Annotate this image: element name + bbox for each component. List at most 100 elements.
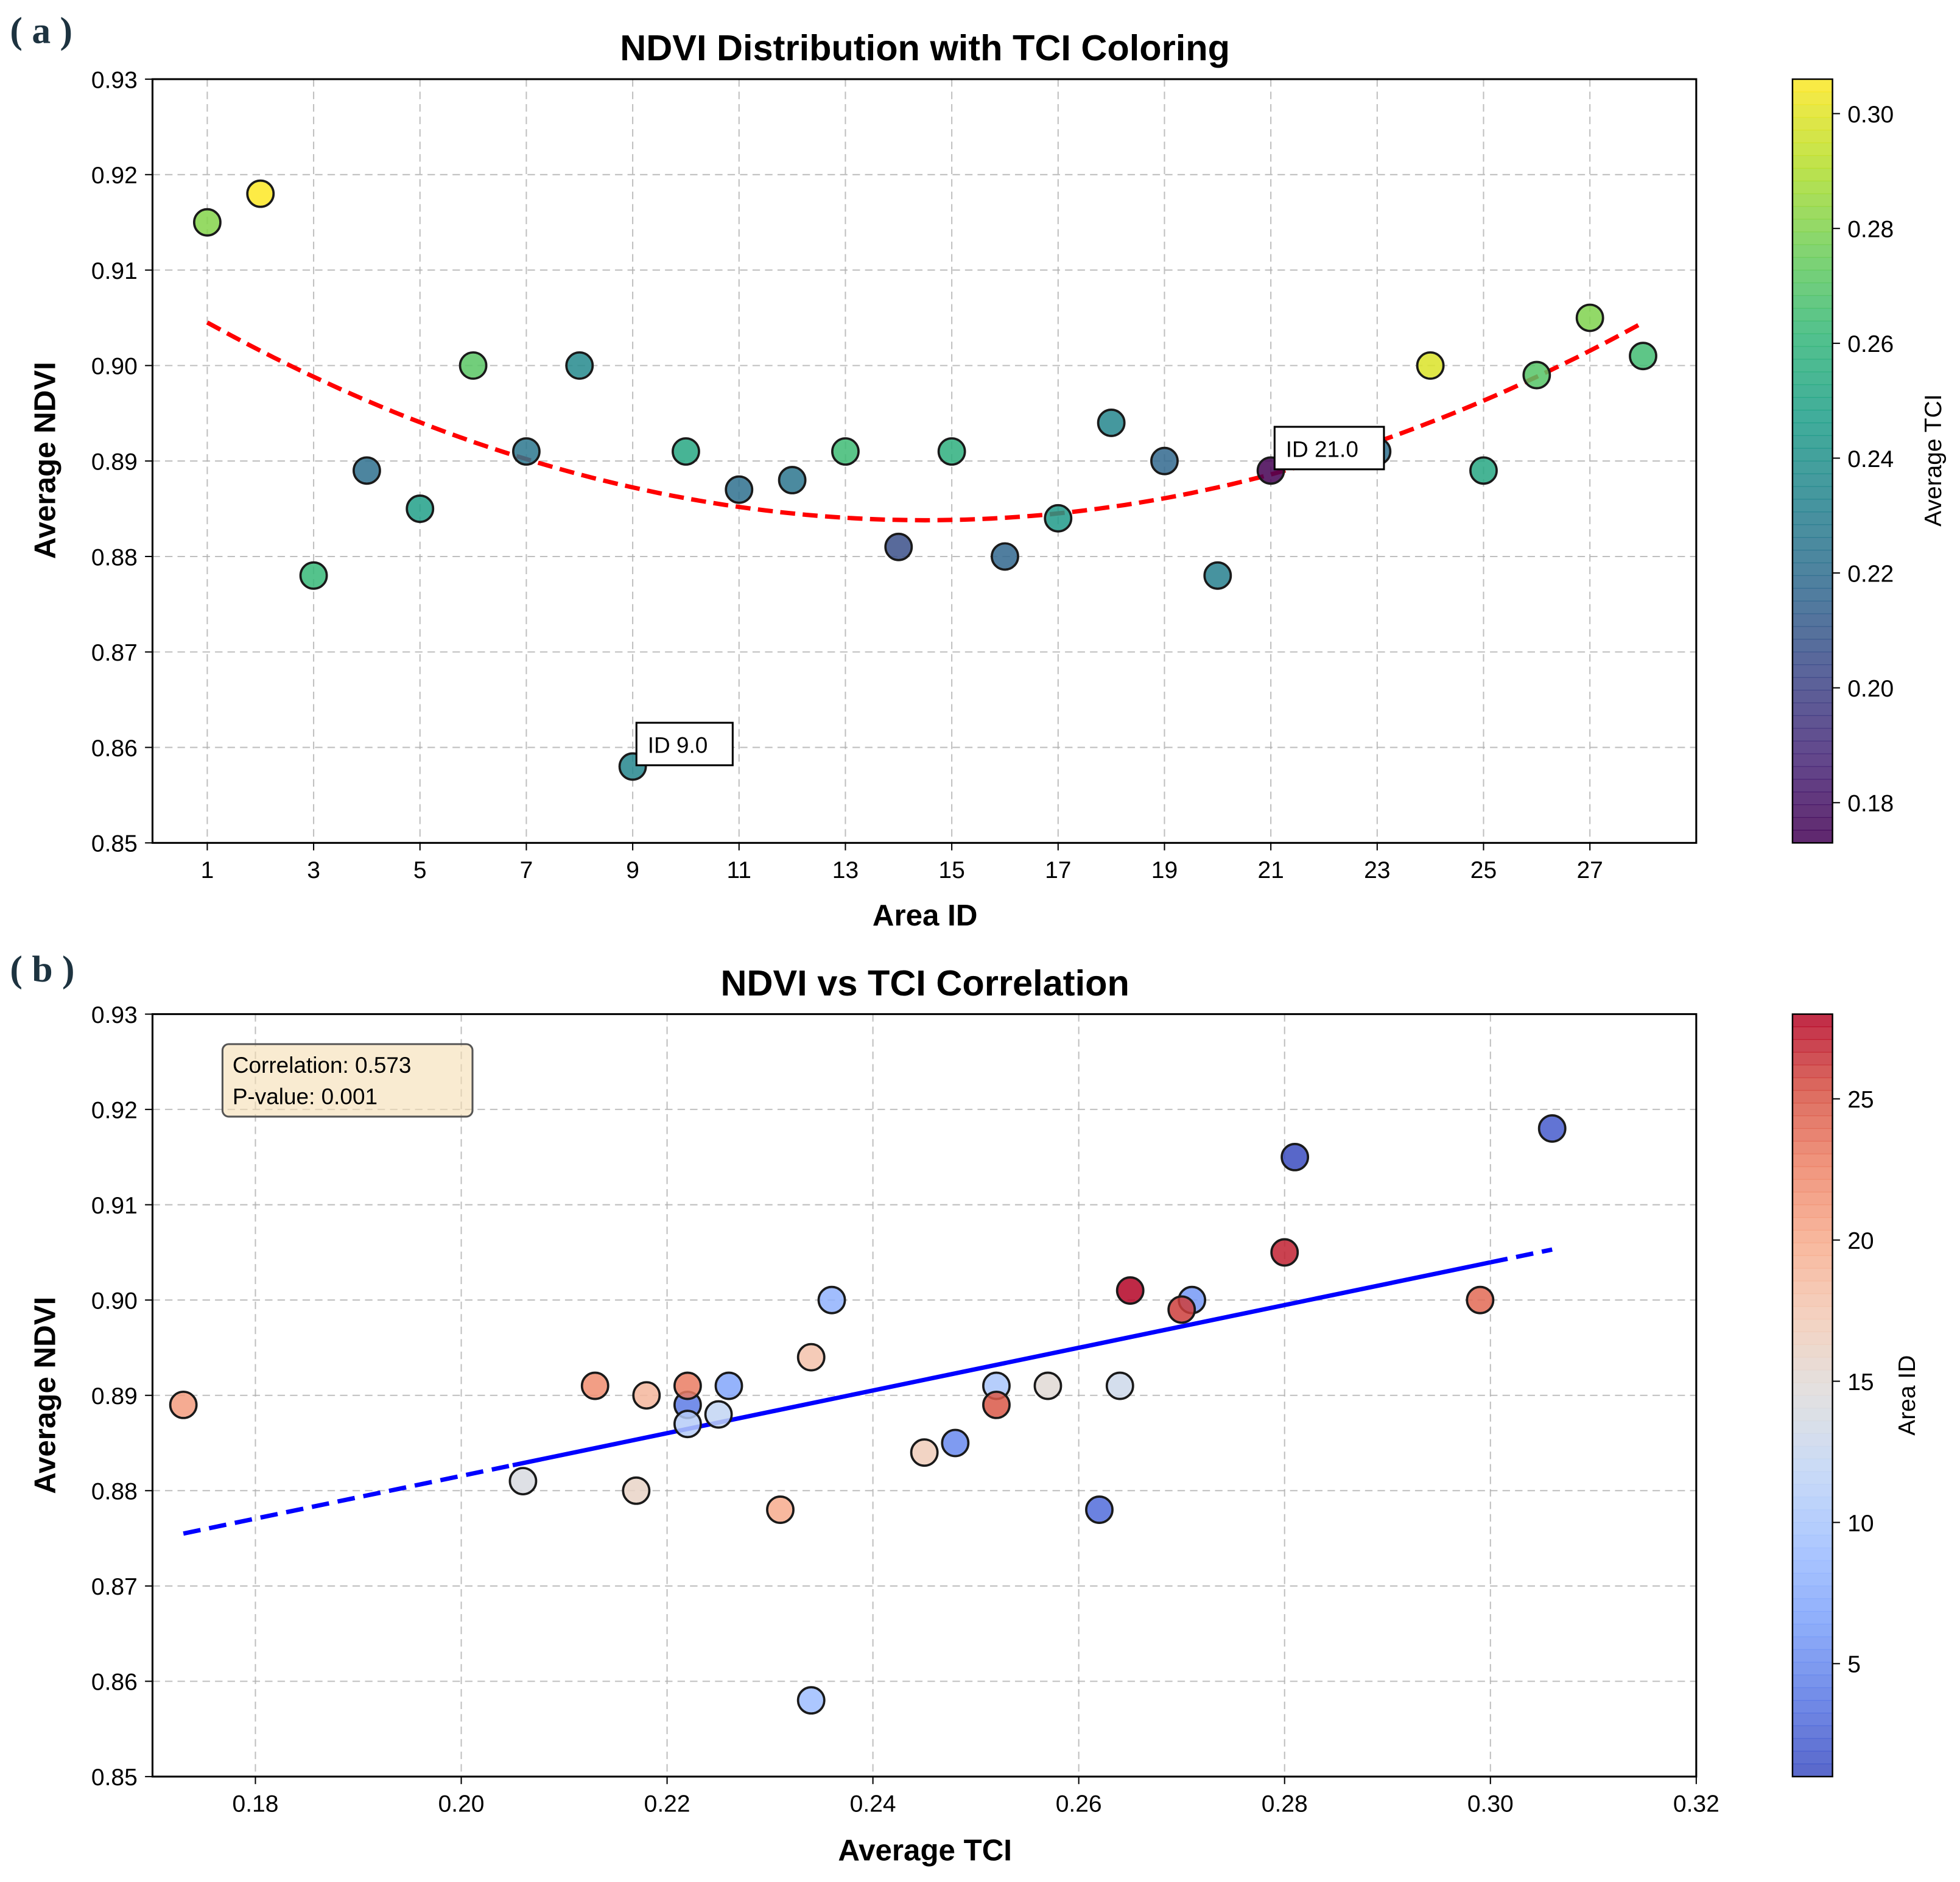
- data-point: [937, 437, 966, 466]
- data-point: [1105, 1371, 1134, 1400]
- colorbar-segment: [1792, 257, 1833, 271]
- colorbar-tick-label: 0.22: [1847, 561, 1894, 587]
- colorbar-a-label: Average TCI: [1920, 394, 1947, 527]
- colorbar-segment: [1792, 79, 1833, 93]
- colorbar-segment: [1792, 206, 1833, 220]
- data-point: [884, 532, 913, 561]
- colorbar-segment: [1792, 1318, 1833, 1332]
- colorbar-segment: [1792, 1433, 1833, 1447]
- annotation-box: [1273, 426, 1385, 471]
- colorbar-segment: [1792, 1306, 1833, 1320]
- x-tick-label: 17: [1045, 857, 1071, 883]
- x-tick-label: 0.24: [850, 1791, 896, 1817]
- data-point: [622, 1476, 651, 1505]
- colorbar-segment: [1792, 1115, 1833, 1129]
- colorbar-tick-label: 0.24: [1847, 446, 1894, 472]
- data-point: [1033, 1371, 1063, 1400]
- colorbar-segment: [1792, 1077, 1833, 1091]
- y-tick-label: 0.89: [91, 449, 138, 476]
- colorbar-tick-label: 0.28: [1847, 217, 1894, 243]
- colorbar-segment: [1792, 1763, 1833, 1777]
- colorbar-segment: [1792, 600, 1833, 614]
- colorbar-segment: [1792, 1598, 1833, 1612]
- colorbar-segment: [1792, 448, 1833, 462]
- annotation-label: ID 21.0: [1286, 437, 1358, 462]
- data-point: [673, 1371, 702, 1400]
- x-tick-label: 11: [727, 857, 751, 883]
- data-point: [1203, 561, 1232, 590]
- colorbar-segment: [1792, 1484, 1833, 1498]
- colorbar-segment: [1792, 91, 1833, 105]
- colorbar-segment: [1792, 486, 1833, 500]
- y-tick-label: 0.88: [91, 1479, 138, 1505]
- colorbar-frame: [1791, 1013, 1833, 1778]
- colorbar-segment: [1792, 1242, 1833, 1256]
- colorbar-segment: [1792, 1026, 1833, 1040]
- data-point: [1270, 1238, 1299, 1267]
- colorbar-segment: [1792, 371, 1833, 385]
- colorbar-segment: [1792, 511, 1833, 525]
- x-tick-label: 21: [1257, 857, 1284, 883]
- x-tick-label: 0.26: [1056, 1791, 1102, 1817]
- colorbar-segment: [1792, 829, 1833, 843]
- colorbar-segment: [1792, 1649, 1833, 1663]
- data-point: [778, 466, 807, 494]
- colorbar-segment: [1792, 422, 1833, 436]
- colorbar-segment: [1792, 307, 1833, 321]
- x-tick-label: 0.30: [1467, 1791, 1514, 1817]
- data-point: [1416, 351, 1445, 380]
- chart-a-title: NDVI Distribution with TCI Coloring: [620, 27, 1230, 68]
- colorbar-tick-label: 0.18: [1847, 791, 1894, 817]
- colorbar-segment: [1792, 1700, 1833, 1714]
- x-tick-label: 0.32: [1673, 1791, 1719, 1817]
- colorbar-segment: [1792, 1179, 1833, 1193]
- colorbar-segment: [1792, 1090, 1833, 1104]
- colorbar-segment: [1792, 816, 1833, 831]
- colorbar-segment: [1792, 639, 1833, 653]
- data-point: [353, 456, 381, 485]
- data-point: [458, 351, 488, 380]
- colorbar-segment: [1792, 613, 1833, 627]
- colorbar-segment: [1792, 499, 1833, 513]
- colorbar-segment: [1792, 651, 1833, 665]
- data-point: [565, 351, 594, 380]
- colorbar-segment: [1792, 549, 1833, 564]
- data-point: [1522, 360, 1551, 390]
- x-tick-label: 1: [201, 857, 214, 883]
- x-tick-label: 15: [938, 857, 964, 883]
- data-point: [910, 1438, 939, 1467]
- colorbar-segment: [1792, 575, 1833, 589]
- y-tick-label: 0.87: [91, 1574, 138, 1600]
- colorbar-tick-label: 20: [1847, 1228, 1874, 1254]
- colorbar-segment: [1792, 1293, 1833, 1307]
- x-tick-label: 7: [520, 857, 533, 883]
- data-point: [941, 1428, 970, 1458]
- plot-frame: [151, 1013, 1698, 1778]
- colorbar-segment: [1792, 397, 1833, 411]
- colorbar-segment: [1792, 117, 1833, 131]
- colorbar-segment: [1792, 753, 1833, 767]
- colorbar-1: 5 10 15 20 25: [1791, 1013, 1874, 1778]
- colorbar-segment: [1792, 167, 1833, 181]
- colorbar-segment: [1792, 1204, 1833, 1218]
- y-tick-label: 0.90: [91, 354, 138, 380]
- colorbar-b-label: Area ID: [1894, 1355, 1920, 1436]
- colorbar-segment: [1792, 1217, 1833, 1231]
- chart-b-title: NDVI vs TCI Correlation: [721, 963, 1129, 1003]
- colorbar-segment: [1792, 359, 1833, 373]
- x-tick-label: 5: [413, 857, 427, 883]
- colorbar-segment: [1792, 728, 1833, 742]
- colorbar-segment: [1792, 473, 1833, 487]
- data-point: [704, 1400, 733, 1429]
- y-tick-label: 0.86: [91, 736, 138, 762]
- x-tick-label: 23: [1364, 857, 1390, 883]
- colorbar-segment: [1792, 1662, 1833, 1676]
- colorbar-segment: [1792, 1560, 1833, 1574]
- data-point: [831, 437, 860, 466]
- colorbar-segment: [1792, 1547, 1833, 1561]
- trend-extrapolation-right: [1490, 1247, 1553, 1265]
- stats-box: Correlation: 0.573 P-value: 0.001: [221, 1043, 474, 1118]
- colorbar-segment: [1792, 524, 1833, 538]
- y-tick-label: 0.91: [91, 258, 138, 284]
